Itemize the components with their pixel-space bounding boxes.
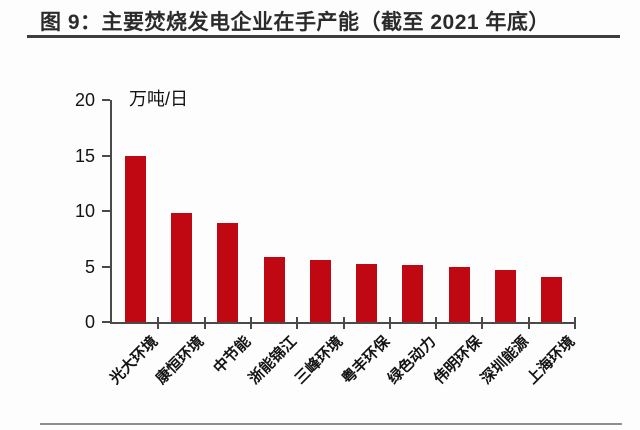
x-tick-mark — [481, 317, 484, 329]
bar-粤丰环保 — [356, 264, 378, 322]
y-tick-label-5: 5 — [84, 256, 95, 277]
x-tick-mark — [388, 317, 391, 329]
x-tick-mark — [203, 317, 206, 329]
plot-area — [110, 100, 575, 324]
x-category-label-康恒环境: 康恒环境 — [153, 333, 208, 388]
title-underline — [27, 35, 620, 38]
y-tick-label-0: 0 — [84, 312, 95, 332]
x-tick-mark — [435, 317, 438, 329]
bar-上海环境 — [541, 276, 563, 322]
y-tick-mark — [102, 99, 110, 101]
x-category-label-深圳能源: 深圳能源 — [477, 333, 532, 388]
figure-title: 图 9：主要焚烧发电企业在手产能（截至 2021 年底） — [40, 11, 550, 34]
bar-康恒环境 — [170, 213, 192, 322]
y-tick-label-15: 15 — [74, 145, 95, 166]
y-axis-unit-label: 万吨/日 — [129, 89, 189, 109]
bar-光大环境 — [124, 155, 146, 322]
bar-深圳能源 — [495, 269, 517, 322]
y-tick-mark — [102, 321, 110, 323]
x-category-label-浙能锦江: 浙能锦江 — [245, 333, 301, 388]
x-tick-mark — [574, 317, 576, 329]
bar-绿色动力 — [402, 265, 424, 322]
bar-浙能锦江 — [263, 256, 285, 322]
x-tick-mark — [249, 317, 252, 329]
x-category-label-上海环境: 上海环境 — [523, 333, 579, 388]
x-category-label-光大环境: 光大环境 — [106, 333, 162, 388]
x-category-label-粤丰环保: 粤丰环保 — [338, 333, 393, 388]
bar-三峰环境 — [309, 259, 331, 322]
x-category-label-三峰环境: 三峰环境 — [292, 333, 347, 388]
y-tick-label-10: 10 — [74, 201, 95, 221]
y-tick-label-20: 20 — [74, 90, 95, 110]
x-tick-mark — [342, 317, 345, 329]
x-tick-mark — [157, 317, 160, 329]
x-tick-mark — [296, 317, 299, 329]
y-tick-mark — [102, 154, 110, 157]
bar-伟明环保 — [448, 266, 470, 322]
y-tick-mark — [102, 265, 110, 268]
x-category-label-伟明环保: 伟明环保 — [430, 333, 486, 388]
bottom-separator-rule — [40, 423, 622, 425]
bar-中节能 — [217, 223, 239, 322]
x-category-label-绿色动力: 绿色动力 — [384, 333, 440, 388]
x-tick-mark — [527, 317, 530, 329]
y-tick-mark — [102, 210, 110, 212]
